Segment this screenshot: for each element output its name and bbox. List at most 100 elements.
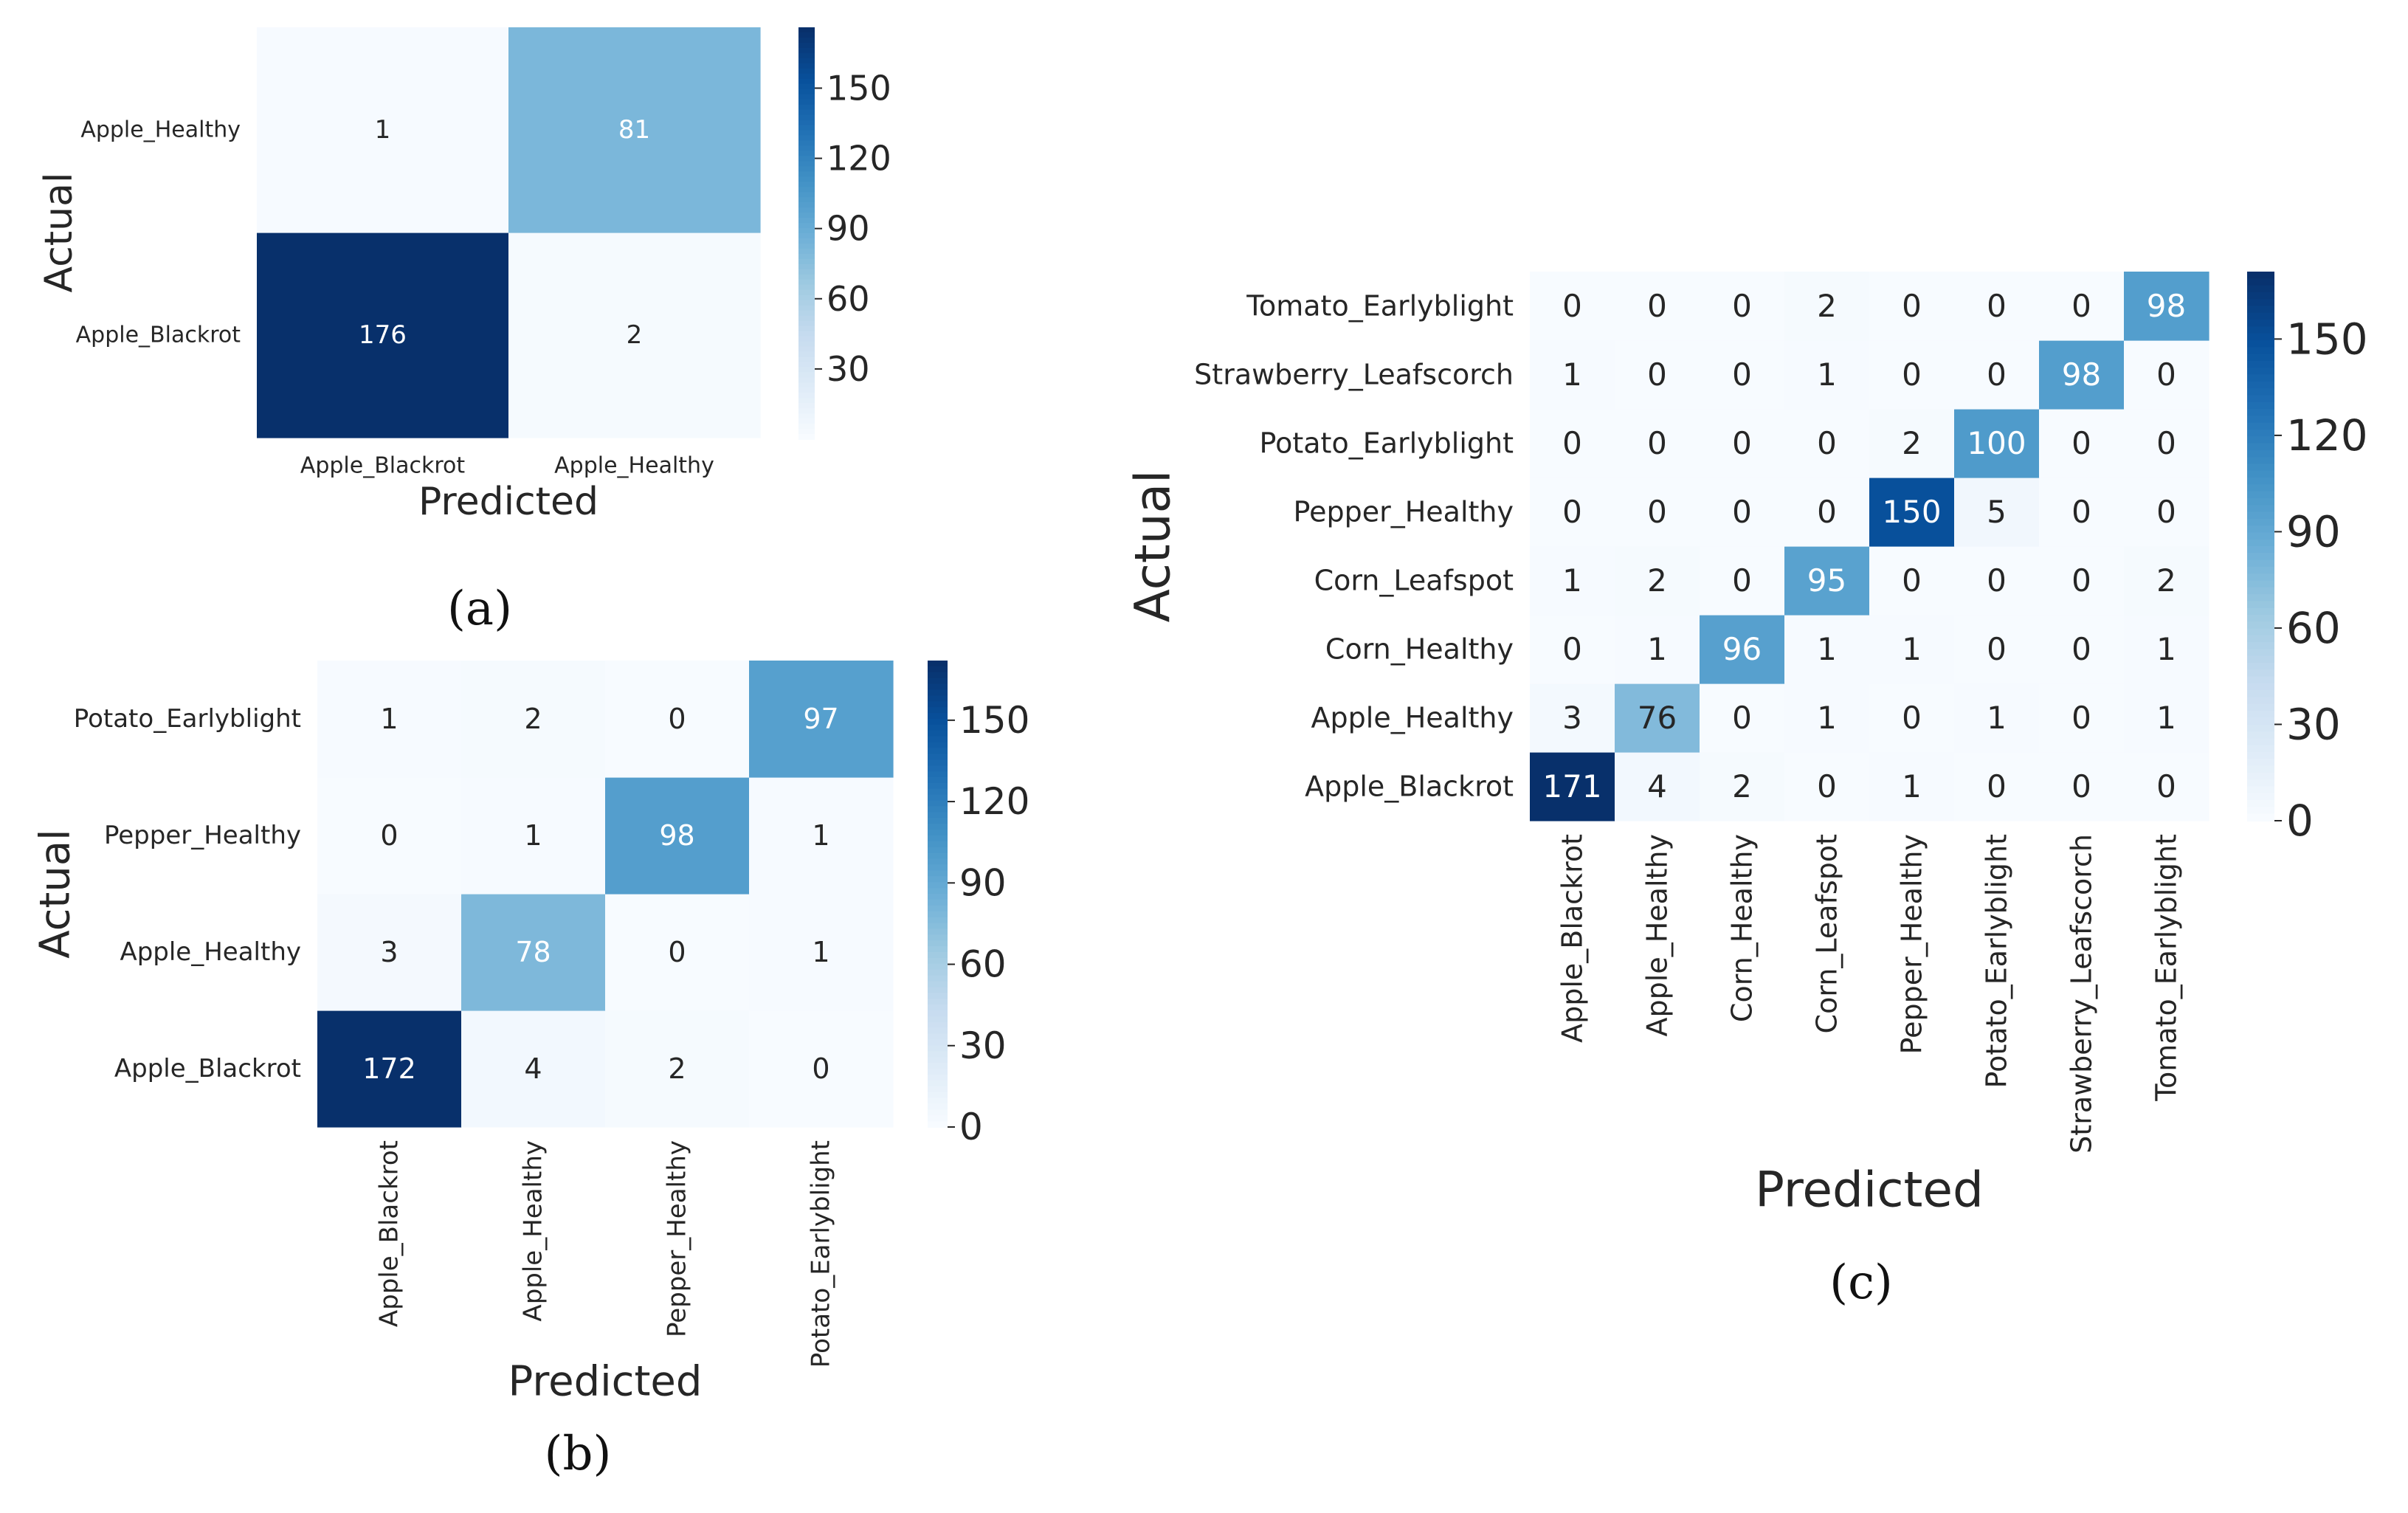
colorbar-segment: [2247, 786, 2274, 794]
colorbar-segment: [798, 109, 815, 116]
colorbar-segment: [928, 975, 948, 982]
cell-value-label: 1: [375, 115, 391, 145]
colorbar-segment: [2247, 546, 2274, 554]
colorbar-segment: [798, 434, 815, 440]
colorbar-segment: [798, 192, 815, 199]
colorbar-segment: [928, 765, 948, 773]
colorbar-segment: [2247, 511, 2274, 520]
colorbar-segment: [2247, 463, 2274, 472]
colorbar-segment: [798, 408, 815, 415]
colorbar-segment: [2247, 553, 2274, 561]
y-axis-title: Actual: [37, 173, 81, 293]
colorbar-segment: [928, 876, 948, 883]
x-axis-title: Predicted: [1755, 1162, 1984, 1219]
colorbar-segment: [2247, 566, 2274, 575]
colorbar-segment: [2247, 580, 2274, 588]
heatmap-cell: [1615, 615, 1700, 684]
colorbar-segment: [2247, 416, 2274, 424]
cell-value-label: 0: [2071, 288, 2091, 324]
heatmap-cell: [1869, 478, 1955, 547]
cell-value-label: 0: [2071, 631, 2091, 667]
colorbar-segment: [2247, 505, 2274, 513]
heatmap-cell: [749, 894, 894, 1011]
colorbar-segment: [2247, 683, 2274, 692]
cell-value-label: 0: [1902, 700, 1922, 736]
colorbar-segment: [2247, 497, 2274, 506]
heatmap-cell: [2124, 683, 2209, 753]
x-tick-label: Corn_Leafspot: [1811, 834, 1843, 1033]
heatmap-cell: [1869, 546, 1955, 616]
colorbar-segment: [928, 794, 948, 802]
colorbar-segment: [798, 382, 815, 389]
colorbar-segment: [798, 52, 815, 59]
heatmap-cell: [1530, 478, 1615, 547]
colorbar-segment: [798, 32, 815, 38]
colorbar-segment: [928, 852, 948, 860]
colorbar-segment: [798, 263, 815, 270]
colorbar-segment: [928, 730, 948, 737]
heatmap-cell: [1615, 546, 1700, 616]
cell-value-label: 0: [1987, 768, 2007, 804]
cell-value-label: 0: [1817, 768, 1837, 804]
colorbar-segment: [798, 300, 815, 306]
colorbar-tick-label: 0: [2286, 796, 2314, 846]
colorbar-segment: [928, 771, 948, 778]
heatmap-cell: [257, 232, 509, 438]
colorbar-segment: [2247, 573, 2274, 582]
colorbar-segment: [928, 724, 948, 731]
colorbar-segment: [798, 418, 815, 425]
heatmap-cell: [1700, 478, 1785, 547]
colorbar-segment: [2247, 306, 2274, 314]
colorbar-segment: [2247, 601, 2274, 609]
cell-value-label: 0: [1732, 700, 1752, 736]
x-tick-label: Potato_Earlyblight: [807, 1140, 836, 1368]
colorbar-tick-label: 120: [2286, 410, 2368, 461]
cell-value-label: 150: [1882, 494, 1941, 530]
colorbar-segment: [928, 701, 948, 709]
colorbar-segment: [928, 1021, 948, 1029]
colorbar-segment: [928, 666, 948, 673]
heatmap-cell: [2124, 340, 2209, 410]
colorbar-segment: [2247, 745, 2274, 753]
colorbar-segment: [928, 882, 948, 889]
heatmap-cell: [1954, 546, 2040, 616]
colorbar-segment: [928, 1097, 948, 1105]
heatmap-cell: [2124, 752, 2209, 821]
colorbar-segment: [2247, 436, 2274, 444]
y-tick-label: Corn_Leafspot: [1314, 565, 1514, 597]
x-tick-label: Corn_Healthy: [1726, 834, 1759, 1022]
heatmap-cell: [1954, 340, 2040, 410]
colorbar-tick-label: 150: [827, 68, 891, 108]
colorbar-tick-label: 120: [959, 780, 1029, 823]
cell-value-label: 1: [1647, 631, 1667, 667]
cell-value-label: 1: [2156, 631, 2176, 667]
colorbar-segment: [2247, 525, 2274, 534]
colorbar-segment: [798, 187, 815, 193]
heatmap-cell: [1615, 272, 1700, 341]
y-tick-label: Apple_Healthy: [1311, 702, 1514, 734]
colorbar-segment: [2247, 628, 2274, 636]
heatmap-cell: [1869, 615, 1955, 684]
colorbar-segment: [2247, 717, 2274, 726]
heatmap-cell: [317, 1010, 462, 1128]
heatmap-cell: [1530, 340, 1615, 410]
colorbar-segment: [928, 1033, 948, 1041]
cell-value-label: 176: [359, 320, 407, 350]
heatmap-cell: [461, 777, 606, 895]
colorbar-segment: [928, 888, 948, 895]
colorbar-segment: [798, 120, 815, 126]
colorbar-segment: [2247, 587, 2274, 596]
colorbar-segment: [2247, 401, 2274, 410]
colorbar-tick-label: 60: [959, 943, 1007, 986]
colorbar-segment: [2247, 765, 2274, 773]
colorbar-segment: [2247, 278, 2274, 286]
cell-value-label: 2: [627, 320, 643, 350]
colorbar-segment: [798, 228, 815, 234]
colorbar-segment: [928, 993, 948, 1000]
cell-value-label: 0: [1732, 288, 1752, 324]
colorbar-segment: [2247, 635, 2274, 644]
cell-value-label: 1: [1817, 631, 1837, 667]
heatmap-cell: [317, 894, 462, 1011]
colorbar-segment: [928, 981, 948, 988]
cell-value-label: 4: [1647, 768, 1667, 804]
